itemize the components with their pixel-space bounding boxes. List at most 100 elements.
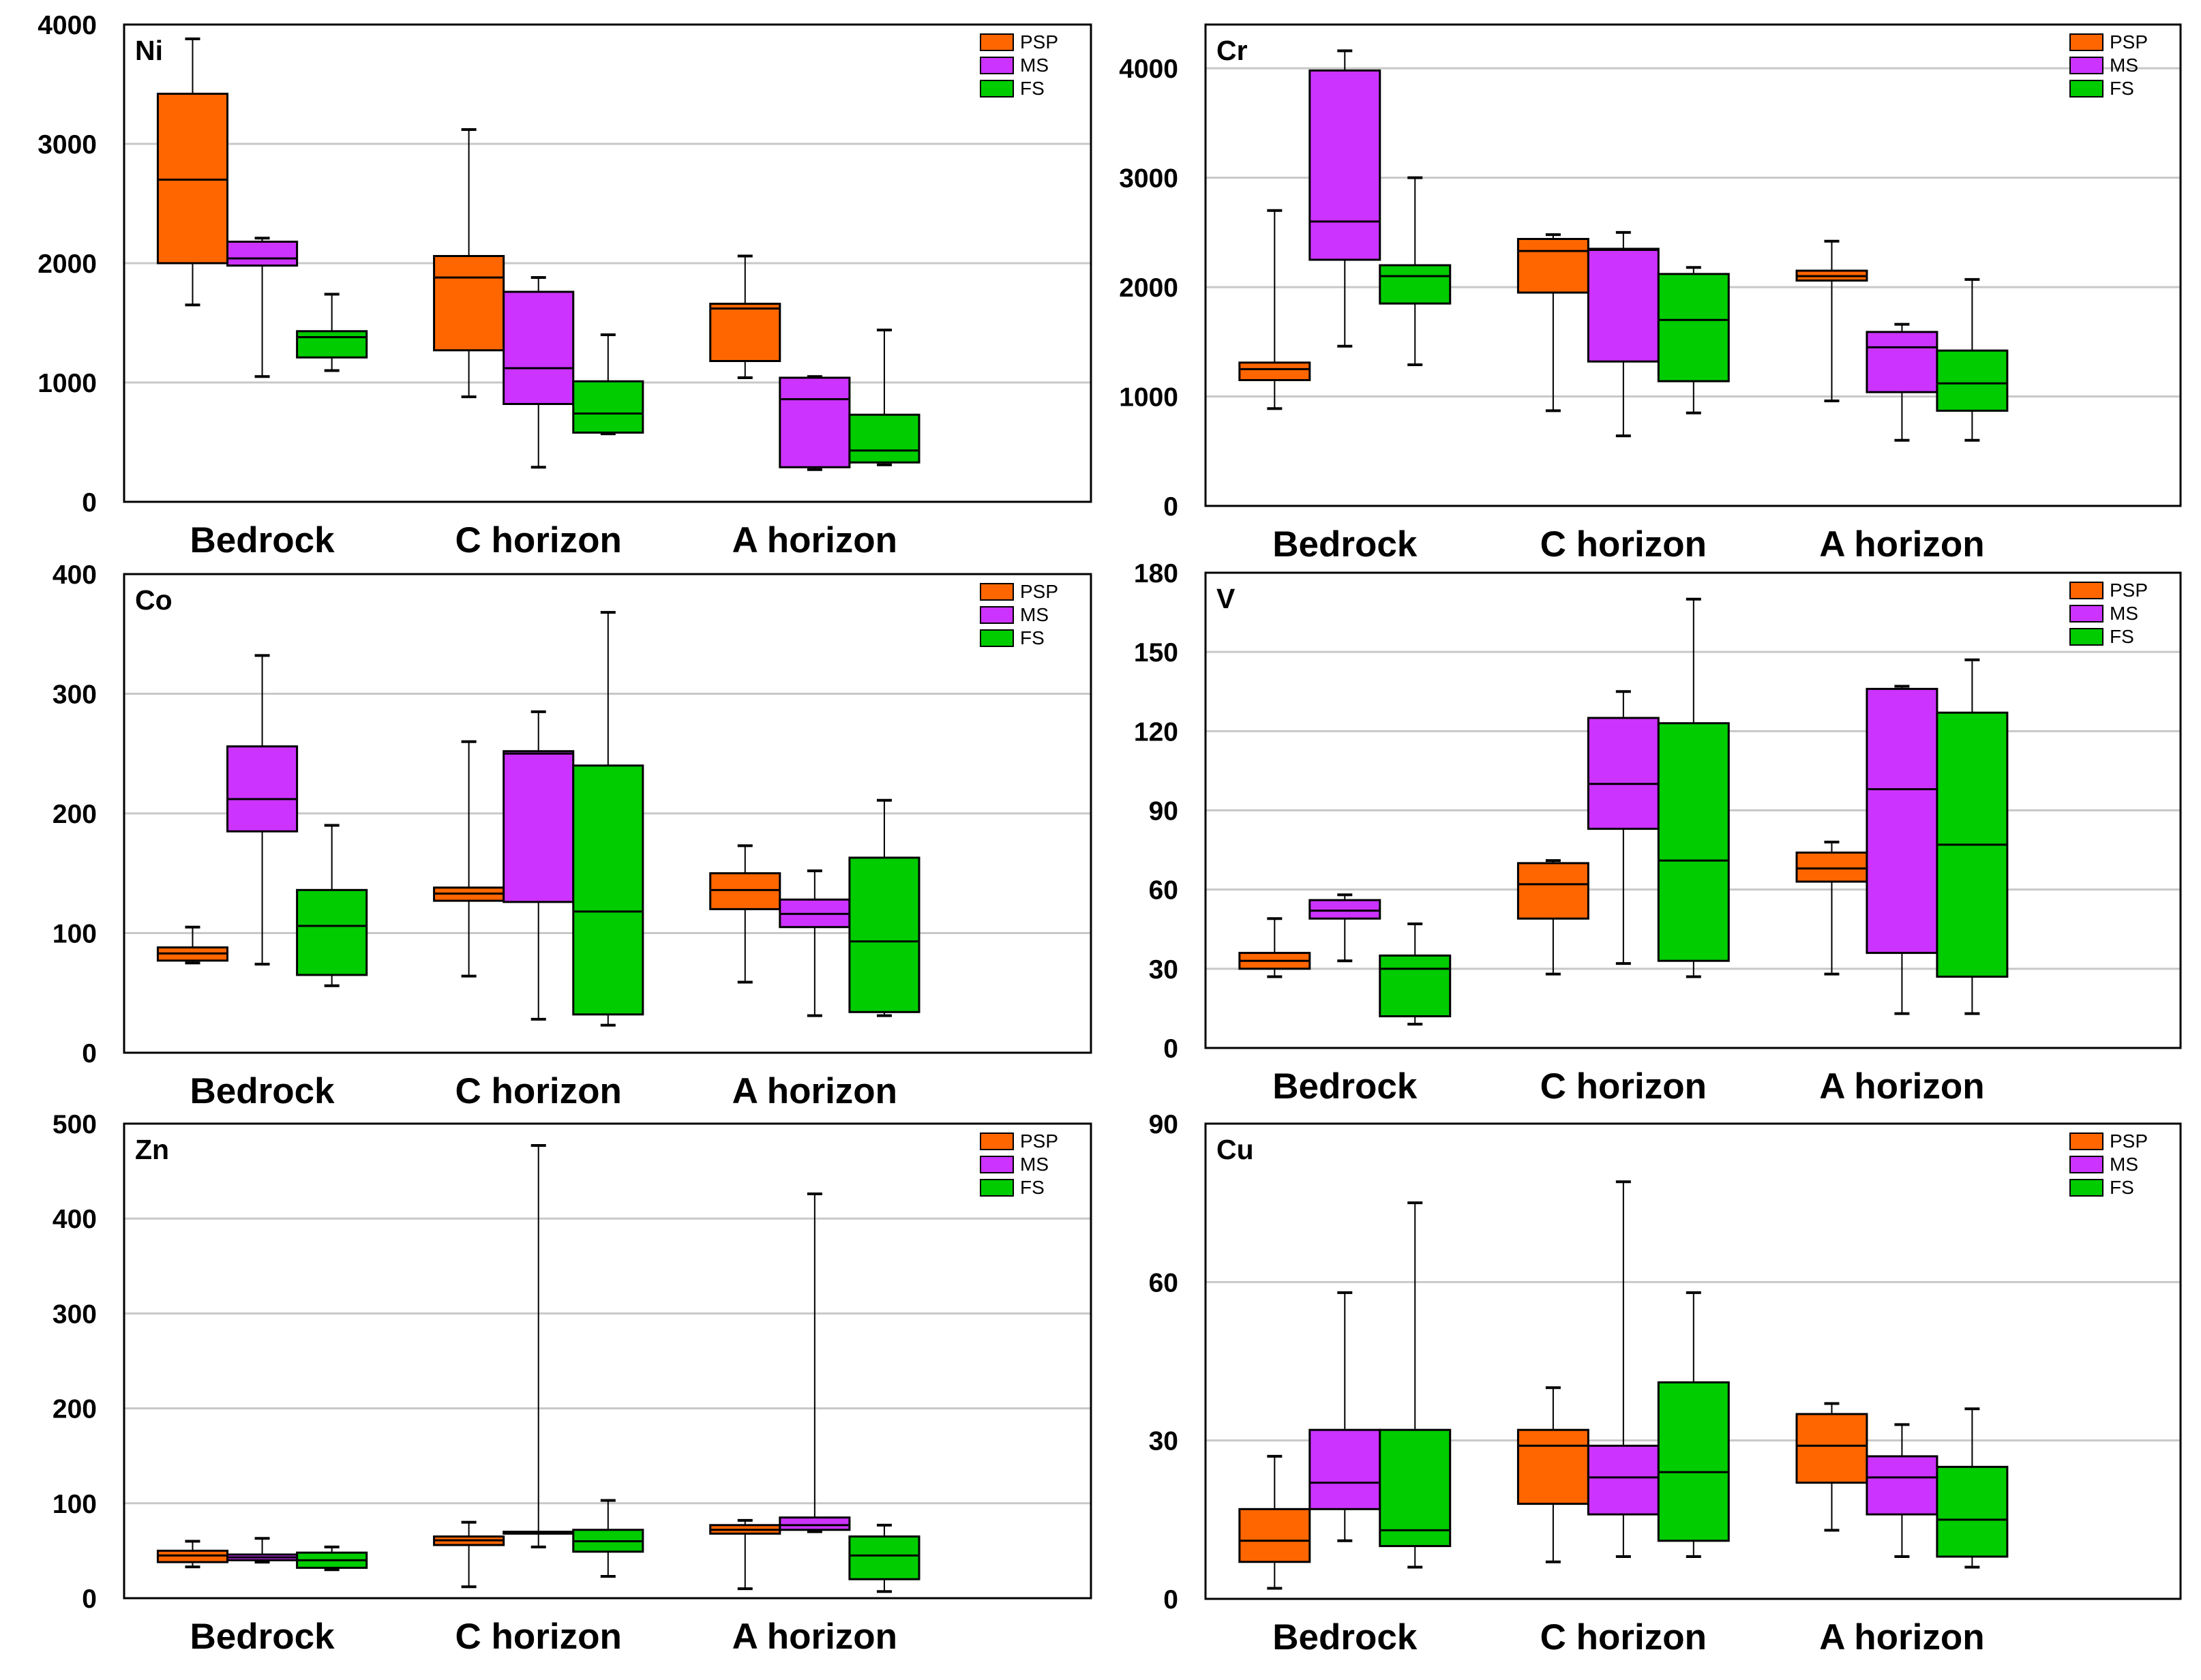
box-body bbox=[1795, 851, 1868, 883]
panel-zn: 0 100 200 300 400 500 Zn Bedrock C horizon A hori… bbox=[53, 1110, 1092, 1657]
legend-label: PSP bbox=[1020, 31, 1058, 52]
panel-title: Cr bbox=[1216, 35, 1248, 66]
box-psp-bedrock bbox=[156, 1540, 229, 1569]
y-tick-label: 200 bbox=[53, 1395, 97, 1424]
y-tick-label: 4000 bbox=[1119, 55, 1178, 84]
box-body bbox=[1308, 1428, 1381, 1510]
box-ms-c-horizon bbox=[1587, 690, 1660, 965]
x-category-label: Bedrock bbox=[1272, 524, 1418, 565]
box-body bbox=[1657, 1381, 1730, 1542]
y-tick-label: 100 bbox=[53, 920, 97, 949]
legend-label: PSP bbox=[2110, 31, 2148, 52]
y-tick-label: 30 bbox=[1149, 955, 1178, 985]
box-psp-c-horizon bbox=[433, 1520, 505, 1589]
x-category-label: C horizon bbox=[455, 520, 622, 560]
legend-swatch bbox=[2069, 605, 2103, 622]
y-tick-label: 0 bbox=[1163, 1034, 1178, 1064]
x-category-label: C horizon bbox=[455, 1071, 622, 1111]
legend-label: MS bbox=[2110, 55, 2138, 76]
box-fs-c-horizon bbox=[1657, 1291, 1730, 1559]
x-category-label: A horizon bbox=[732, 1617, 897, 1657]
plot-frame bbox=[123, 1122, 1092, 1600]
box-ms-a-horizon bbox=[779, 869, 851, 1017]
box-ms-c-horizon bbox=[1587, 230, 1660, 438]
legend-label: PSP bbox=[1020, 581, 1058, 602]
legend-swatch bbox=[2069, 1179, 2103, 1197]
box-ms-bedrock bbox=[226, 237, 299, 378]
box-body bbox=[1866, 331, 1938, 393]
y-tick-label: 200 bbox=[53, 800, 97, 829]
box-ms-bedrock bbox=[1308, 893, 1381, 963]
box-body bbox=[1379, 264, 1452, 305]
box-psp-c-horizon bbox=[433, 128, 505, 398]
legend-swatch bbox=[980, 629, 1014, 647]
x-category-label: A horizon bbox=[1819, 1066, 1984, 1107]
legend-label: MS bbox=[1020, 55, 1049, 76]
box-body bbox=[226, 241, 299, 267]
x-category-label: Bedrock bbox=[1272, 1066, 1418, 1107]
box-psp-bedrock bbox=[1238, 1454, 1311, 1590]
legend-label: FS bbox=[2110, 626, 2134, 647]
legend-label: MS bbox=[1020, 604, 1049, 625]
y-tick-label: 0 bbox=[1163, 1585, 1178, 1615]
legend-swatch bbox=[2069, 80, 2103, 97]
y-tick-label: 400 bbox=[53, 560, 97, 590]
box-fs-bedrock bbox=[296, 1545, 368, 1572]
y-tick-label: 2000 bbox=[38, 250, 97, 279]
y-tick-label: 180 bbox=[1134, 559, 1178, 588]
box-fs-a-horizon bbox=[848, 329, 920, 466]
legend-label: PSP bbox=[2110, 1130, 2148, 1152]
x-category-label: Bedrock bbox=[190, 520, 335, 560]
plot-frame bbox=[123, 573, 1092, 1054]
box-body bbox=[1516, 1428, 1589, 1505]
legend-swatch bbox=[2069, 1132, 2103, 1150]
box-fs-a-horizon bbox=[1936, 658, 2009, 1015]
box-psp-bedrock bbox=[156, 38, 229, 307]
legend-label: MS bbox=[2110, 1154, 2138, 1175]
box-psp-bedrock bbox=[156, 925, 229, 965]
box-psp-c-horizon bbox=[1516, 859, 1589, 976]
y-tick-label: 300 bbox=[53, 680, 97, 710]
box-fs-a-horizon bbox=[1936, 278, 2009, 442]
x-category-label: A horizon bbox=[732, 1071, 897, 1111]
box-body bbox=[1657, 273, 1730, 382]
box-body bbox=[779, 1516, 851, 1531]
panel-title: Cu bbox=[1216, 1134, 1254, 1165]
y-tick-label: 60 bbox=[1149, 876, 1178, 905]
x-category-label: A horizon bbox=[732, 520, 897, 560]
y-tick-label: 400 bbox=[53, 1205, 97, 1234]
box-body bbox=[1657, 722, 1730, 962]
legend-swatch bbox=[980, 33, 1014, 51]
box-ms-c-horizon bbox=[503, 710, 575, 1021]
box-fs-c-horizon bbox=[1657, 597, 1730, 978]
box-ms-c-horizon bbox=[503, 1144, 575, 1548]
plot-frame bbox=[1204, 1122, 2182, 1600]
box-ms-bedrock bbox=[226, 654, 299, 966]
y-tick-label: 60 bbox=[1149, 1268, 1178, 1298]
box-body bbox=[572, 764, 644, 1016]
box-fs-bedrock bbox=[1379, 176, 1452, 367]
legend-swatch bbox=[2069, 57, 2103, 74]
x-category-label: C horizon bbox=[455, 1617, 622, 1657]
box-body bbox=[572, 380, 644, 434]
box-ms-a-horizon bbox=[1866, 685, 1938, 1015]
box-ms-a-horizon bbox=[1866, 322, 1938, 442]
plot-frame bbox=[123, 23, 1092, 503]
box-body bbox=[1587, 1444, 1660, 1516]
box-fs-bedrock bbox=[1379, 922, 1452, 1026]
box-psp-a-horizon bbox=[709, 254, 781, 379]
panel-title: Co bbox=[135, 584, 173, 616]
box-fs-a-horizon bbox=[848, 1523, 920, 1593]
y-tick-label: 90 bbox=[1149, 797, 1178, 826]
box-body bbox=[1516, 237, 1589, 294]
legend-swatch bbox=[980, 606, 1014, 624]
box-body bbox=[1238, 361, 1311, 381]
y-tick-label: 1000 bbox=[1119, 383, 1178, 412]
box-body bbox=[433, 255, 505, 352]
x-category-label: A horizon bbox=[1819, 524, 1984, 565]
box-fs-c-horizon bbox=[572, 333, 644, 436]
box-body bbox=[503, 290, 575, 405]
y-tick-label: 150 bbox=[1134, 638, 1178, 668]
panel-ni: 0 1000 2000 3000 4000 Ni Bedrock C horizon A hor… bbox=[38, 11, 1092, 560]
x-category-label: C horizon bbox=[1540, 1066, 1707, 1107]
